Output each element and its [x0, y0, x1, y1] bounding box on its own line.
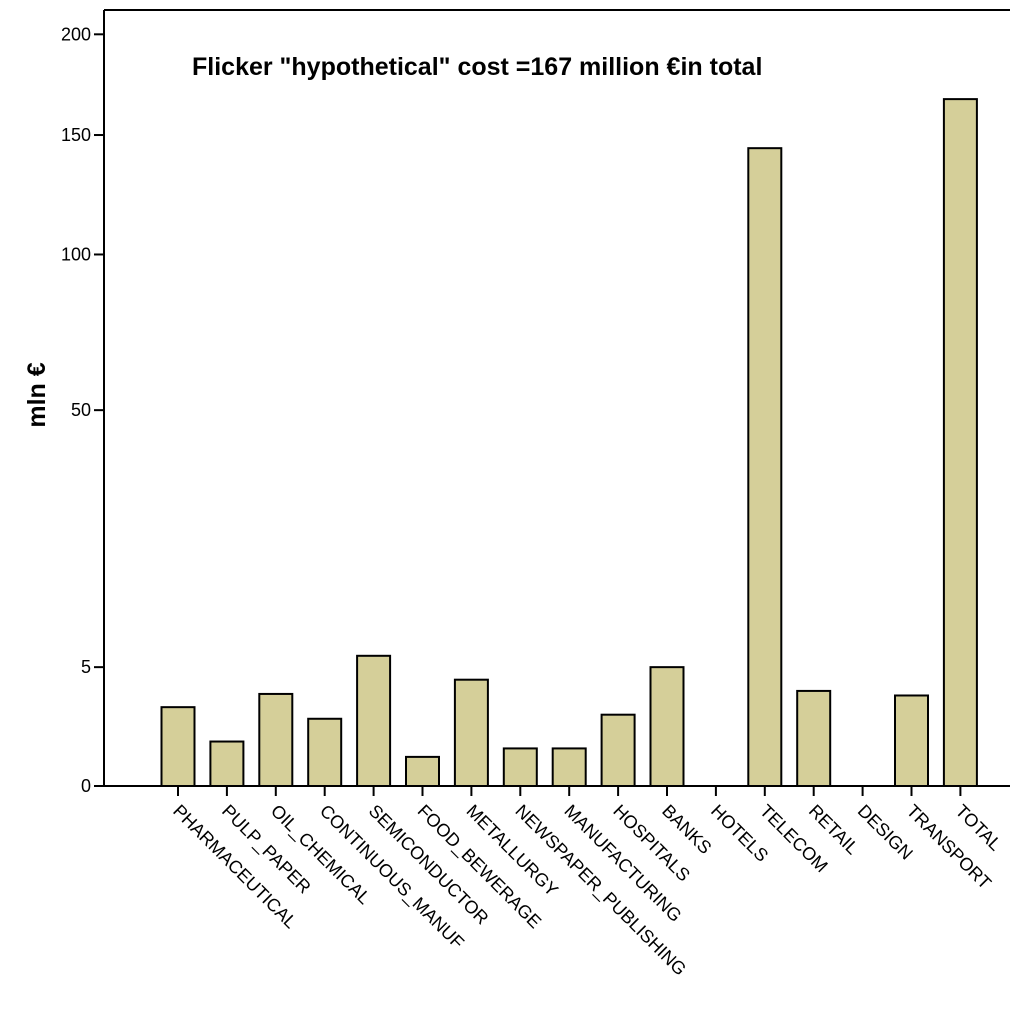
x-tick-label: TRANSPORT: [903, 801, 995, 893]
bar-manufacturing: [551, 747, 587, 787]
bar-retail: [796, 689, 832, 787]
bar-hospitals: [600, 713, 636, 788]
y-tick-label: 5: [81, 657, 91, 677]
y-axis-label: mln €: [23, 362, 51, 427]
bar-continuous-manuf: [307, 717, 343, 788]
bar-transport: [894, 694, 929, 788]
bars: [160, 98, 978, 788]
y-tick-label: 50: [71, 400, 91, 420]
y-ticks: 0 5 50 100 150 200: [61, 24, 104, 796]
bar-metallurgy: [453, 678, 489, 788]
bar-pharmaceutical: [160, 706, 196, 787]
y-tick-label: 100: [61, 244, 91, 264]
y-tick-label: 150: [61, 125, 91, 145]
bar-oil-chemical: [258, 692, 294, 787]
bar-pulp-paper: [209, 740, 245, 787]
y-tick-label: 200: [61, 24, 91, 44]
bar-food-bewerage: [405, 755, 440, 787]
bar-total: [942, 98, 978, 787]
bar-semiconductor: [356, 654, 392, 787]
y-tick-label: 0: [81, 776, 91, 796]
x-ticks: PHARMACEUTICALPULP_PAPEROIL_CHEMICALCONT…: [169, 786, 1006, 980]
bar-telecom: [747, 147, 783, 788]
chart-title: Flicker "hypothetical" cost =167 million…: [192, 53, 762, 81]
bar-newspaper-publishing: [502, 747, 538, 787]
bar-banks: [649, 666, 685, 787]
